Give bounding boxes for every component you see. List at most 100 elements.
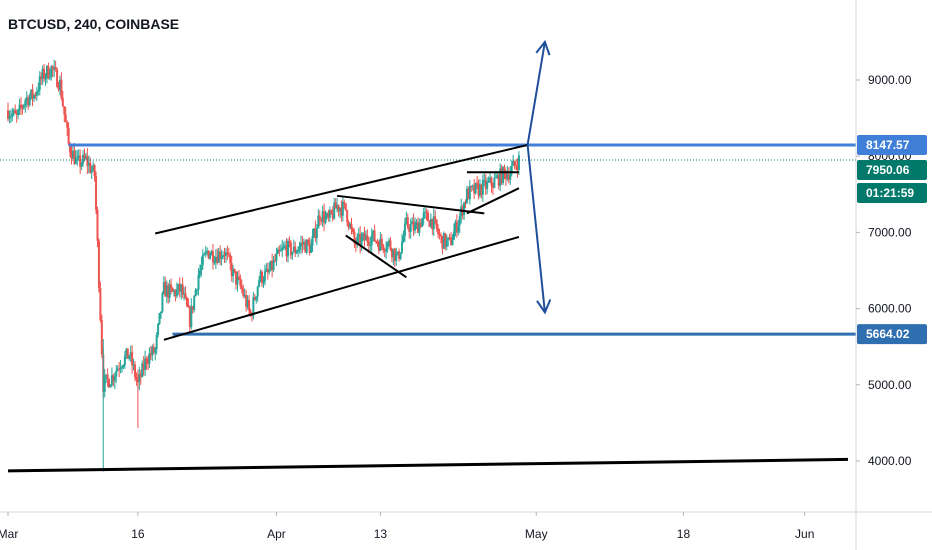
candle-body xyxy=(112,375,115,381)
candle-body xyxy=(513,161,516,166)
candle-body xyxy=(31,89,34,99)
candle-body xyxy=(194,289,197,297)
candle-body xyxy=(21,107,24,109)
candle-body xyxy=(271,260,274,270)
candle-body xyxy=(338,208,341,212)
candle-body xyxy=(285,245,288,257)
candle-body xyxy=(467,188,470,200)
candle-body xyxy=(92,165,95,171)
candle-body xyxy=(159,311,162,313)
candle-body xyxy=(437,228,440,235)
candle-body xyxy=(223,255,226,257)
candle-body xyxy=(256,286,259,297)
candle-body xyxy=(294,246,297,254)
price-tag-countdown xyxy=(857,182,927,203)
candle-body xyxy=(274,260,277,262)
candle-body xyxy=(249,310,252,315)
candle-body xyxy=(99,287,102,320)
candle-body xyxy=(200,264,203,271)
candle-body xyxy=(367,241,370,246)
candle-body xyxy=(151,346,154,356)
candle-body xyxy=(344,203,347,211)
candle-body xyxy=(455,221,458,233)
candle-body xyxy=(269,260,272,271)
candle-body xyxy=(478,184,481,196)
candle-body xyxy=(171,288,174,292)
candle-body xyxy=(517,155,520,171)
candle-body xyxy=(401,241,404,253)
candle-body xyxy=(252,297,255,317)
candle-body xyxy=(170,284,173,289)
candle-body xyxy=(222,255,225,257)
candle-body xyxy=(164,282,167,297)
trendline xyxy=(154,143,528,235)
candle-body xyxy=(190,306,193,328)
candle-body xyxy=(135,377,138,380)
candle-body xyxy=(100,319,103,355)
candle-body xyxy=(418,222,421,233)
candle-body xyxy=(216,256,219,263)
candle-body xyxy=(84,156,87,159)
candle-body xyxy=(441,236,444,249)
candle-body xyxy=(24,100,27,106)
candle-body xyxy=(48,76,51,79)
candle-body xyxy=(507,174,510,180)
price-label: 5000.00 xyxy=(868,378,912,392)
candle-body xyxy=(74,157,77,164)
time-label: Apr xyxy=(267,527,286,541)
candle-body xyxy=(483,179,486,181)
candle-body xyxy=(450,237,453,245)
candle-body xyxy=(121,366,124,368)
candle-body xyxy=(323,211,326,223)
candle-body xyxy=(177,283,180,290)
candle-body xyxy=(203,253,206,256)
candle-body xyxy=(93,165,96,177)
candle-body xyxy=(325,213,328,217)
candle-body xyxy=(149,353,152,356)
candle-body xyxy=(308,243,311,253)
candle-body xyxy=(435,219,438,229)
candle-body xyxy=(147,363,149,365)
candle-body xyxy=(47,66,50,79)
candle-body xyxy=(183,293,186,295)
candle-body xyxy=(287,240,289,257)
candle-body xyxy=(34,94,37,96)
candle-body xyxy=(444,233,447,247)
candle-body xyxy=(474,182,477,194)
candle-body xyxy=(79,155,82,167)
candle-body xyxy=(464,202,467,204)
candle-body xyxy=(487,181,490,183)
candle-body xyxy=(38,76,41,91)
candle-body xyxy=(432,216,435,230)
candle-body xyxy=(473,185,476,194)
candle-body xyxy=(242,288,245,296)
candle-body xyxy=(484,179,487,189)
candle-body xyxy=(145,358,148,364)
candle-body xyxy=(82,154,85,164)
candle-body xyxy=(497,175,500,186)
time-label: 18 xyxy=(677,527,691,541)
price-axis[interactable]: 9000.008000.007000.006000.005000.004000.… xyxy=(856,73,912,468)
candle-body xyxy=(284,245,287,247)
candle-body xyxy=(119,367,122,369)
candle-body xyxy=(281,247,284,251)
candle-body xyxy=(230,263,233,277)
candle-body xyxy=(295,251,298,254)
candle-body xyxy=(389,240,392,250)
candle-body xyxy=(406,217,409,228)
candle-body xyxy=(213,262,216,264)
candle-body xyxy=(276,249,279,254)
candle-body xyxy=(363,233,366,241)
candle-body xyxy=(289,242,292,256)
price-label: 7000.00 xyxy=(868,225,912,239)
symbol-title[interactable]: BTCUSD, 240, COINBASE xyxy=(8,16,180,32)
candle-body xyxy=(463,202,466,216)
candle-body xyxy=(188,307,191,328)
time-axis[interactable]: Mar 16 Apr 13 May 18 Jun xyxy=(0,512,814,541)
candle-body xyxy=(142,363,145,370)
candle-body xyxy=(73,150,76,164)
candle-body xyxy=(198,270,201,275)
candle-body xyxy=(201,255,204,265)
candle-body xyxy=(491,185,494,188)
